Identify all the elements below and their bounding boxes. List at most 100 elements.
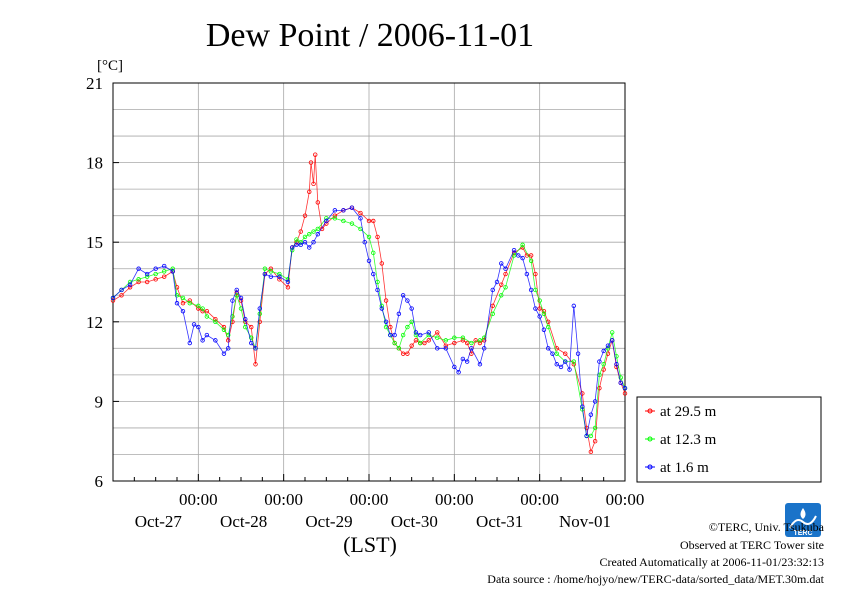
- data-point: [405, 298, 410, 303]
- data-point: [610, 338, 615, 343]
- data-point: [257, 306, 262, 311]
- x-tick-time: 00:00: [350, 490, 389, 509]
- data-point: [580, 404, 585, 409]
- data-point: [268, 274, 274, 279]
- data-point: [537, 314, 542, 319]
- data-point: [499, 293, 504, 298]
- data-point: [601, 362, 606, 367]
- data-point: [221, 351, 227, 356]
- data-point: [400, 293, 406, 298]
- data-point: [161, 269, 167, 274]
- data-point: [460, 356, 466, 362]
- data-point: [153, 271, 158, 277]
- data-point: [379, 261, 384, 266]
- data-point: [298, 239, 303, 245]
- data-point: [341, 218, 346, 224]
- source-text: Data source : /home/hojyo/new/TERC-data/…: [487, 572, 824, 586]
- terc-logo: TERC: [785, 503, 821, 537]
- data-point: [482, 338, 487, 343]
- data-point: [418, 340, 423, 346]
- data-point: [435, 346, 440, 351]
- data-point: [558, 364, 564, 370]
- data-point: [311, 181, 316, 187]
- data-point: [537, 306, 542, 311]
- data-point: [426, 330, 431, 335]
- data-point: [298, 242, 303, 248]
- data-point: [277, 277, 282, 282]
- data-point: [473, 338, 478, 343]
- wave-icon: [789, 515, 817, 529]
- logo-text: TERC: [793, 530, 812, 537]
- legend: at 29.5 m at 12.3 m at 1.6 m: [636, 396, 822, 483]
- drop-icon: [800, 508, 806, 519]
- data-point: [494, 279, 500, 285]
- data-point: [170, 269, 175, 274]
- data-point: [511, 253, 517, 258]
- data-point: [262, 266, 268, 271]
- data-point: [136, 279, 141, 285]
- legend-swatch-marker: [647, 408, 653, 414]
- data-point: [302, 213, 308, 218]
- data-point: [311, 239, 316, 245]
- data-point: [469, 340, 474, 346]
- data-point: [308, 160, 314, 165]
- data-point: [622, 385, 628, 391]
- data-point: [610, 330, 615, 335]
- data-point: [332, 216, 338, 221]
- data-point: [477, 362, 483, 367]
- data-point: [443, 346, 448, 351]
- chart-title: Dew Point / 2006-11-01: [206, 17, 534, 54]
- data-point: [409, 319, 414, 324]
- data-point: [341, 208, 346, 213]
- data-point: [418, 332, 423, 338]
- data-point: [200, 306, 205, 311]
- data-point: [153, 277, 158, 282]
- data-point: [456, 370, 461, 375]
- data-point: [191, 322, 197, 327]
- data-point: [294, 242, 299, 248]
- data-point: [443, 343, 448, 348]
- data-point: [277, 271, 282, 277]
- data-point: [277, 274, 282, 279]
- data-point: [443, 338, 448, 343]
- data-point: [588, 433, 594, 439]
- data-point: [161, 263, 167, 269]
- data-point: [541, 327, 547, 332]
- data-point: [180, 301, 186, 306]
- x-tick-date: Oct-27: [135, 512, 183, 531]
- x-tick-date: Oct-30: [391, 512, 438, 531]
- data-point: [528, 287, 534, 293]
- data-point: [119, 287, 124, 293]
- data-point: [503, 285, 508, 290]
- data-point: [324, 218, 329, 224]
- data-point: [554, 351, 559, 356]
- data-point: [161, 274, 167, 279]
- data-point: [253, 362, 258, 367]
- data-point: [221, 324, 227, 330]
- data-point: [460, 335, 466, 340]
- data-point: [490, 311, 495, 317]
- legend-item: at 1.6 m: [645, 460, 709, 476]
- copyright-text: ©TERC, Univ. Tsukuba: [709, 520, 825, 534]
- data-point: [332, 208, 338, 213]
- data-point: [464, 340, 470, 346]
- legend-label: at 12.3 m: [660, 432, 717, 448]
- legend-swatch-marker: [647, 436, 653, 442]
- data-point: [622, 391, 628, 396]
- data-point: [592, 399, 598, 404]
- data-point: [597, 359, 602, 364]
- data-point: [349, 221, 355, 226]
- data-point: [388, 324, 393, 330]
- data-point: [618, 375, 623, 380]
- series-3: [110, 205, 628, 439]
- data-point: [366, 258, 372, 263]
- data-point: [170, 266, 175, 271]
- data-point: [601, 348, 606, 354]
- data-point: [243, 316, 248, 322]
- data-point: [180, 295, 186, 301]
- data-point: [469, 346, 474, 351]
- data-point: [230, 298, 235, 303]
- data-point: [533, 271, 538, 277]
- data-point: [362, 239, 367, 245]
